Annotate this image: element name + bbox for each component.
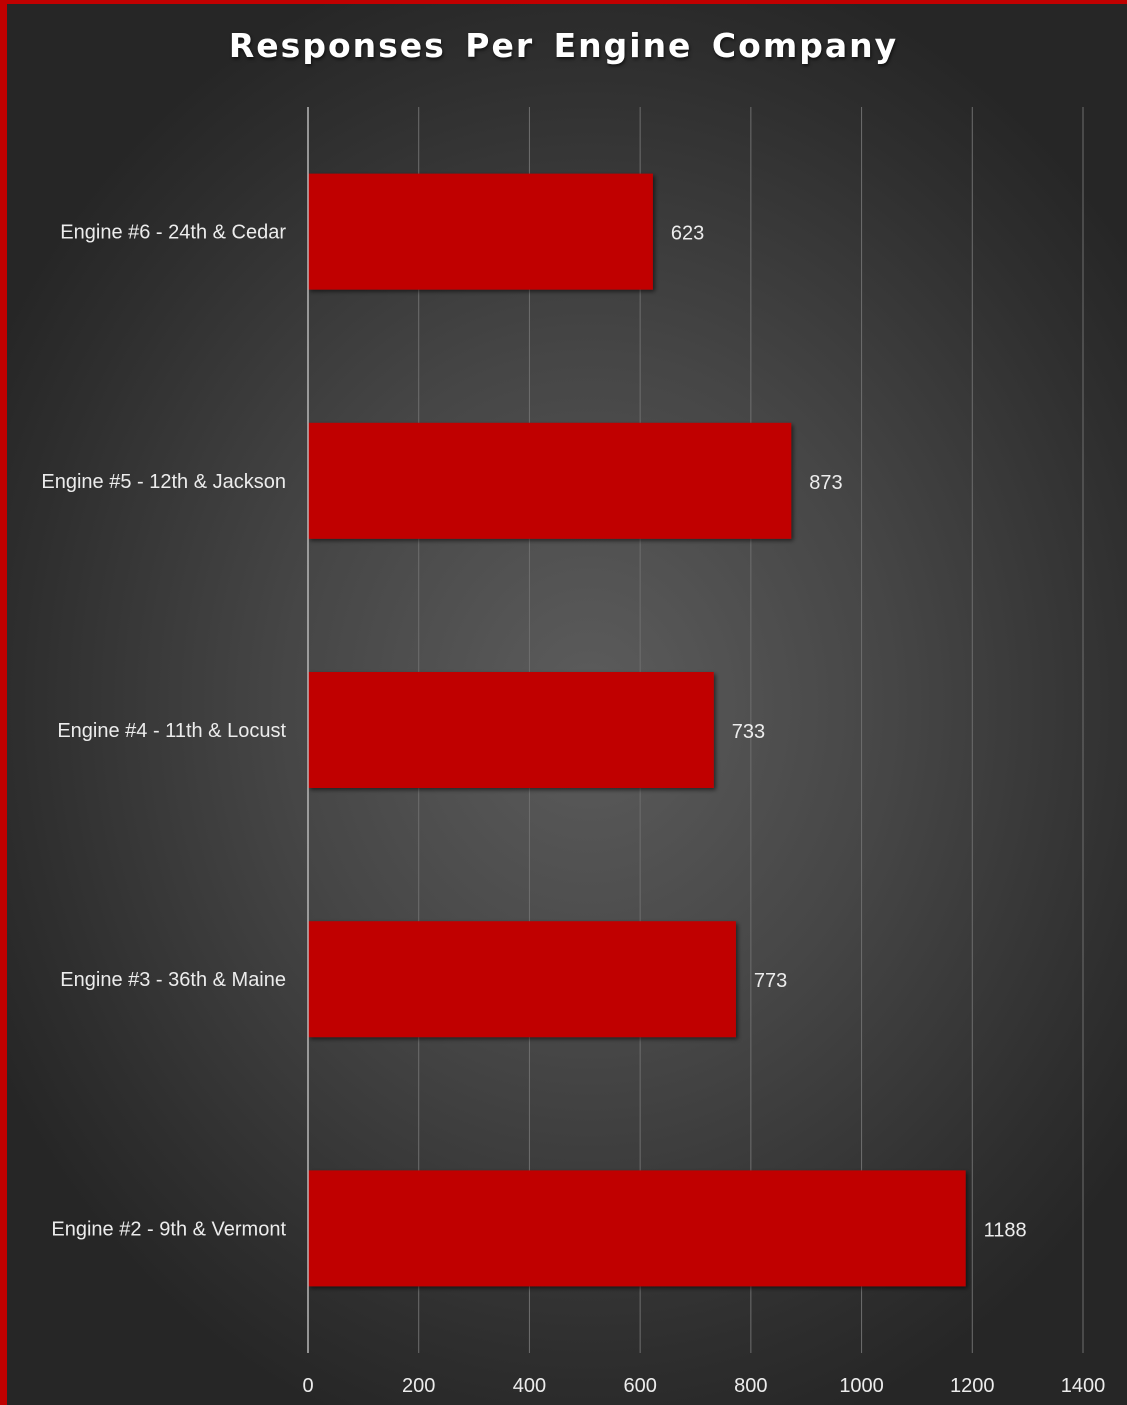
x-tick-label: 800 [734, 1375, 767, 1397]
bar [308, 422, 792, 539]
x-tick-label: 1200 [950, 1375, 995, 1397]
category-label: Engine #6 - 24th & Cedar [60, 222, 286, 244]
data-label: 873 [809, 472, 842, 494]
x-tick-label: 200 [402, 1375, 435, 1397]
bar [308, 1170, 966, 1287]
x-tick-label: 400 [513, 1375, 546, 1397]
category-label: Engine #4 - 11th & Locust [57, 720, 286, 742]
bar [308, 921, 736, 1038]
data-label: 1188 [984, 1219, 1027, 1241]
data-label: 623 [671, 223, 704, 245]
x-tick-label: 600 [623, 1375, 656, 1397]
category-label: Engine #3 - 36th & Maine [60, 969, 286, 991]
chart-title: Responses Per Engine Company [228, 26, 899, 65]
x-tick-label: 1400 [1061, 1375, 1106, 1397]
x-tick-label: 1000 [839, 1375, 884, 1397]
category-label: Engine #5 - 12th & Jackson [41, 471, 286, 493]
category-label: Engine #2 - 9th & Vermont [51, 1218, 286, 1240]
bar [308, 672, 714, 788]
data-label: 733 [732, 721, 765, 743]
bar [308, 173, 653, 290]
x-tick-label: 0 [302, 1375, 313, 1397]
data-label: 773 [754, 970, 787, 992]
